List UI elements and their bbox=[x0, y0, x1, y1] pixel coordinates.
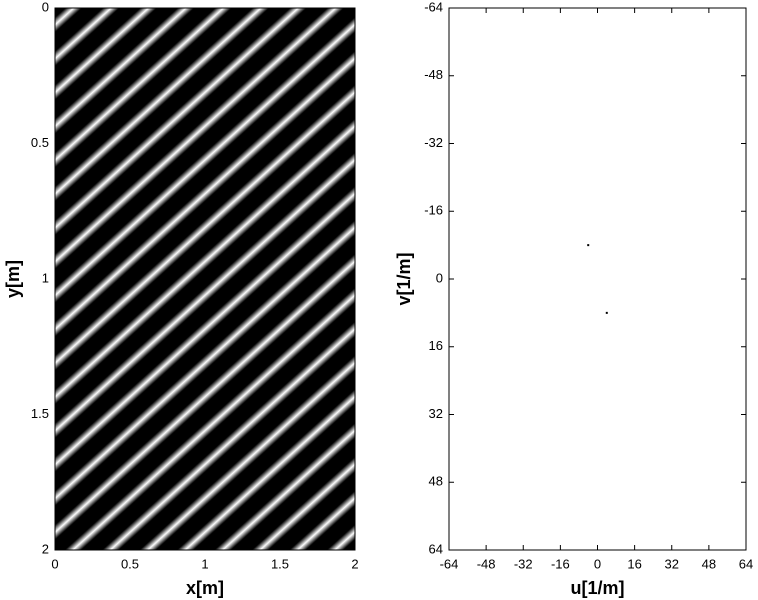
x-tick-label: 0 bbox=[594, 556, 601, 571]
x-tick-label: 48 bbox=[702, 556, 716, 571]
x-tick-label: -32 bbox=[514, 556, 533, 571]
y-tick-label: -48 bbox=[424, 67, 443, 82]
x-tick-label: 2 bbox=[351, 556, 358, 571]
y-tick-label: 0 bbox=[42, 0, 49, 14]
x-tick-label: 0 bbox=[51, 556, 58, 571]
x-axis-label: x[m] bbox=[186, 578, 224, 598]
x-tick-label: -16 bbox=[551, 556, 570, 571]
grating-image bbox=[55, 8, 355, 550]
point bbox=[605, 311, 608, 314]
x-tick-label: 16 bbox=[627, 556, 641, 571]
x-tick-label: 32 bbox=[665, 556, 679, 571]
y-tick-label: 64 bbox=[429, 541, 443, 556]
y-tick-label: 2 bbox=[42, 541, 49, 556]
x-axis-label: u[1/m] bbox=[571, 578, 625, 598]
y-tick-label: 1.5 bbox=[31, 406, 49, 421]
y-tick-label: 0 bbox=[436, 270, 443, 285]
y-tick-label: 0.5 bbox=[31, 135, 49, 150]
x-tick-label: -48 bbox=[477, 556, 496, 571]
x-tick-label: 1.5 bbox=[271, 556, 289, 571]
y-axis-label: v[1/m] bbox=[394, 252, 414, 305]
point bbox=[587, 244, 590, 247]
axes-box bbox=[448, 7, 747, 551]
x-tick-label: 0.5 bbox=[121, 556, 139, 571]
y-tick-label: -64 bbox=[424, 0, 443, 14]
y-axis-label: y[m] bbox=[3, 260, 23, 298]
x-tick-label: 1 bbox=[201, 556, 208, 571]
x-tick-label: 64 bbox=[739, 556, 753, 571]
x-tick-label: -64 bbox=[440, 556, 459, 571]
y-tick-label: -32 bbox=[424, 135, 443, 150]
y-tick-label: 48 bbox=[429, 474, 443, 489]
y-tick-label: -16 bbox=[424, 203, 443, 218]
y-tick-label: 32 bbox=[429, 406, 443, 421]
y-tick-label: 1 bbox=[42, 270, 49, 285]
y-tick-label: 16 bbox=[429, 338, 443, 353]
